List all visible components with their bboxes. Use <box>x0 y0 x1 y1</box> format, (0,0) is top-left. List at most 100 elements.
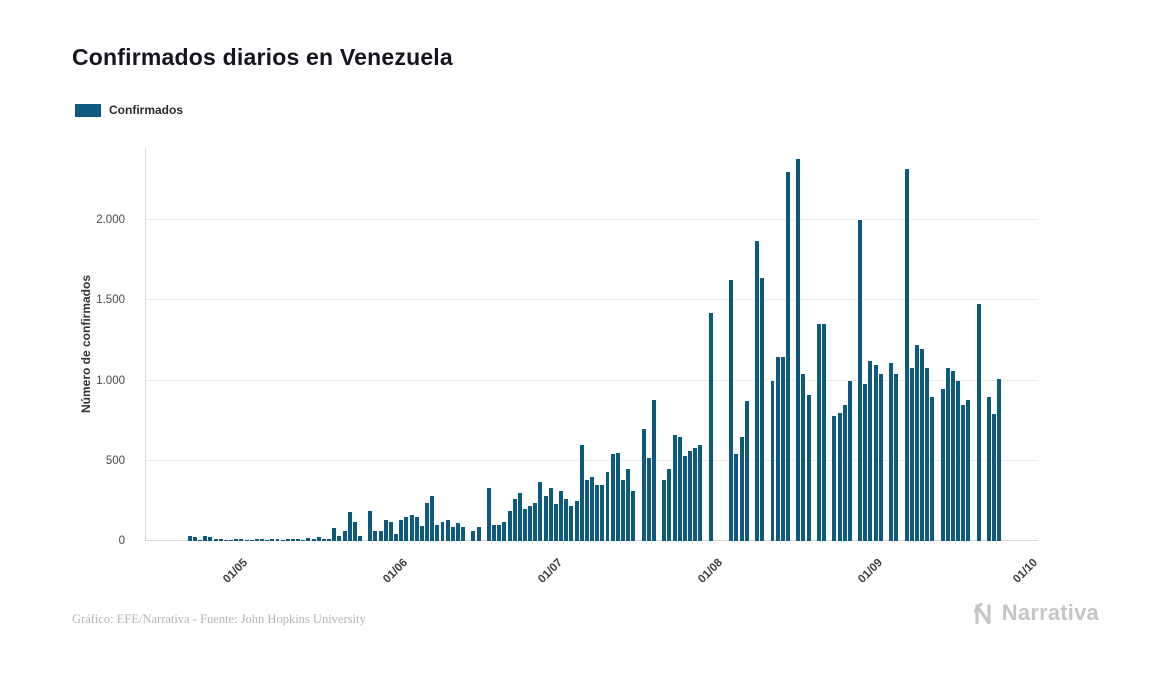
bar-slot <box>858 148 863 541</box>
bar <box>440 521 445 541</box>
bar <box>394 533 399 541</box>
bar-slot <box>450 148 455 541</box>
bar <box>306 537 311 541</box>
bar <box>285 539 290 541</box>
bar <box>203 536 208 541</box>
bar-slot <box>961 148 966 541</box>
bar <box>528 505 533 541</box>
bar <box>631 491 636 541</box>
bar <box>734 454 739 541</box>
bar-slot <box>229 148 234 541</box>
bar-slot <box>914 148 919 541</box>
bar <box>822 324 827 541</box>
bar <box>579 444 584 541</box>
bar <box>708 313 713 541</box>
bar <box>744 401 749 541</box>
bar-slot <box>285 148 290 541</box>
x-tick-label: 01/08 <box>695 556 725 586</box>
bar-slot <box>548 148 553 541</box>
bar <box>858 220 863 541</box>
bar <box>816 324 821 541</box>
bar-slot <box>847 148 852 541</box>
bar <box>296 539 301 541</box>
bar <box>218 539 223 541</box>
bar-slot <box>512 148 517 541</box>
bar-slot <box>265 148 270 541</box>
bar <box>388 521 393 541</box>
bar <box>920 348 924 541</box>
bar-slot <box>837 148 842 541</box>
bar <box>223 539 228 541</box>
bar <box>646 457 651 541</box>
bar <box>909 367 914 541</box>
legend-swatch-confirmados <box>75 103 101 117</box>
bar <box>775 356 780 541</box>
bar <box>347 512 352 541</box>
bar-slot <box>347 148 352 541</box>
bar <box>523 508 527 541</box>
bar <box>945 367 950 541</box>
bar-slot <box>383 148 388 541</box>
bar-slot <box>569 148 574 541</box>
bar <box>430 496 435 541</box>
bar-slot <box>615 148 620 541</box>
bar <box>198 540 203 541</box>
bar-slot <box>832 148 837 541</box>
bar <box>492 524 497 541</box>
bar-slot <box>409 148 414 541</box>
bar-slot <box>842 148 847 541</box>
bar <box>383 520 388 541</box>
bar <box>229 540 234 541</box>
source-credit: Gráfico: EFE/Narrativa - Fuente: John Ho… <box>72 612 366 626</box>
bar <box>610 454 615 541</box>
bar <box>316 537 321 541</box>
bar <box>290 538 295 541</box>
bar <box>894 374 899 541</box>
bar-slot <box>198 148 203 541</box>
bar <box>605 472 610 541</box>
bar <box>729 279 734 541</box>
bar-slot <box>404 148 409 541</box>
bar-slot <box>579 148 584 541</box>
bar <box>693 447 698 541</box>
bar <box>590 476 594 541</box>
bar <box>785 172 790 541</box>
bar-slot <box>930 148 935 541</box>
bar <box>672 435 677 541</box>
bar-slot <box>533 148 538 541</box>
bar <box>966 399 971 541</box>
bar <box>533 502 538 541</box>
bar-slot <box>600 148 605 541</box>
bar-slot <box>698 148 703 541</box>
bar <box>507 510 512 541</box>
bar-slot <box>966 148 971 541</box>
bar-slot <box>394 148 399 541</box>
bar <box>327 538 332 541</box>
bar-slot <box>693 148 698 541</box>
bar-slot <box>986 148 992 541</box>
bar-slot <box>1033 148 1038 541</box>
bar <box>569 505 574 541</box>
bar-slot <box>455 148 460 541</box>
y-axis-tick-labels: 0 500 1.000 1.500 2.000 <box>0 148 135 547</box>
bar-slot <box>760 148 765 541</box>
bar-slot <box>357 148 362 541</box>
bar-slot <box>806 148 811 541</box>
bar-slot <box>316 148 321 541</box>
x-tick-label: 01/05 <box>221 556 250 586</box>
bar <box>337 536 342 541</box>
bar-slot <box>332 148 337 541</box>
bar-slot <box>543 148 548 541</box>
narrativa-logo: Narrativa <box>973 600 1099 626</box>
bar <box>930 396 935 541</box>
bar <box>873 364 878 541</box>
bar-slot <box>785 148 790 541</box>
bar-slot <box>208 148 213 541</box>
bar <box>352 521 357 541</box>
bar-slot <box>873 148 878 541</box>
bar-slot <box>528 148 533 541</box>
bar <box>770 380 775 541</box>
bar-slot <box>729 148 734 541</box>
bar-slot <box>559 148 564 541</box>
